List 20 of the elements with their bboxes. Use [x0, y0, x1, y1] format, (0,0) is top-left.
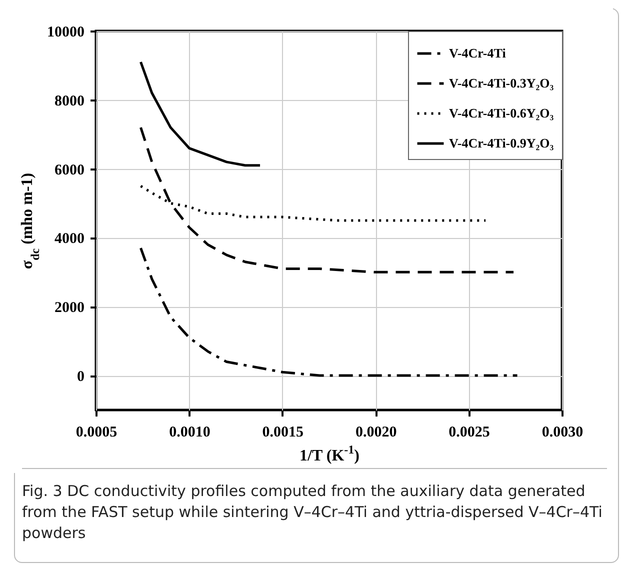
- x-tick-label: 0.0020: [355, 424, 397, 440]
- x-tick-label: 0.0015: [262, 424, 304, 440]
- line-series: [139, 246, 519, 377]
- line-series: [139, 60, 262, 167]
- x-axis-title: 1/T (K$^{-1}$): [300, 442, 360, 464]
- y-tick-label: 6000: [54, 162, 84, 178]
- x-tick-label: 0.0030: [542, 424, 584, 440]
- legend-label: V-4Cr-4Ti-0.9Y₂O₃: [449, 136, 554, 150]
- x-tick-label: 0.0025: [448, 424, 490, 440]
- legend-label: V-4Cr-4Ti: [449, 46, 506, 60]
- y-tick-label: 10000: [47, 24, 84, 40]
- y-tick-label: 8000: [54, 93, 84, 110]
- legend-label: V-4Cr-4Ti-0.3Y₂O₃: [449, 76, 554, 90]
- x-tick-label: 0.0005: [76, 424, 118, 440]
- caption: Fig. 3 DC conductivity profiles computed from the auxiliary data generated from the FAST setup while sintering V–4Cr–4Ti and yttria-dispersed V–4Cr–4Ti powders: [22, 468, 607, 544]
- y-tick-label: 4000: [54, 231, 84, 248]
- legend-label: V-4Cr-4Ti-0.6Y₂O₃: [449, 106, 554, 120]
- x-tick-label: 0.0010: [169, 424, 210, 440]
- y-tick-label: 2000: [54, 300, 84, 316]
- y-tick-label: 0: [77, 369, 84, 386]
